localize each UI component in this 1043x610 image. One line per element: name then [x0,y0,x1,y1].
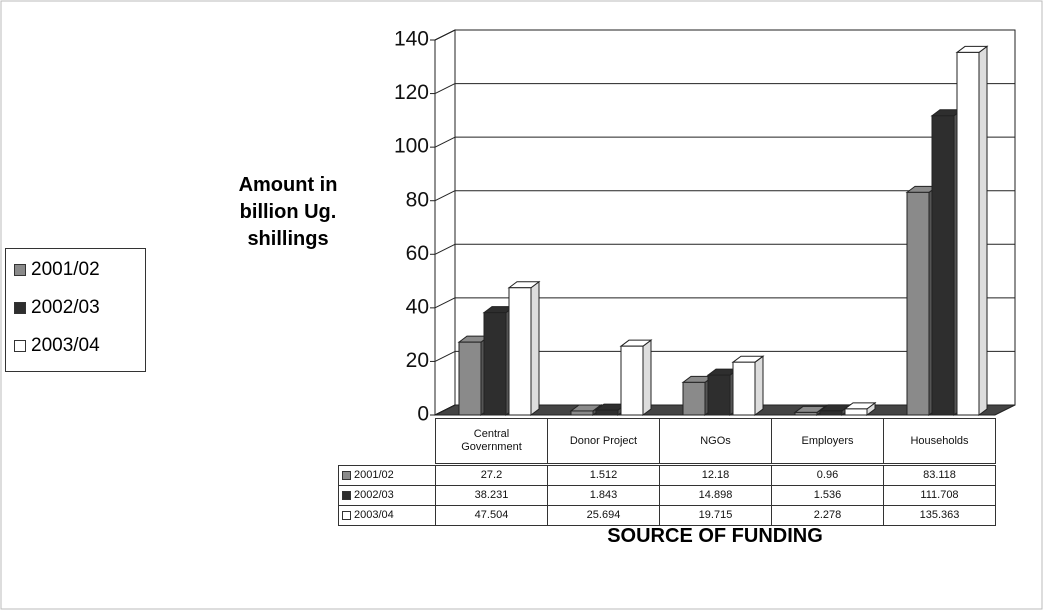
legend-label: 2003/04 [31,335,100,356]
bar-side [642,339,652,416]
y-tick-label: 20 [406,349,429,372]
y-tick-label: 0 [417,403,429,426]
bar [508,287,532,416]
bar [732,361,756,416]
legend-swatch [342,511,351,520]
table-value: 25.694 [547,505,660,526]
table-value: 47.504 [435,505,548,526]
x-tick-label: Central Government [435,418,548,464]
legend-entry: 2002/03 [14,297,100,319]
y-tick-label: 80 [406,188,429,211]
bar [819,410,843,416]
table-value: 2.278 [771,505,884,526]
bar [906,191,930,416]
legend: 2001/02 2002/03 2003/04 [5,248,146,372]
table-value: 14.898 [659,485,772,506]
legend-swatch [342,491,351,500]
y-tick-label: 120 [394,81,429,104]
table-value: 83.118 [883,465,996,486]
bar-side [978,45,988,416]
legend-entry: 2001/02 [14,259,100,281]
bar [794,411,818,416]
bar [707,374,731,416]
legend-swatch [14,340,26,352]
table-value: 1.512 [547,465,660,486]
bar [956,51,980,416]
grid-line [434,136,456,148]
grid-line [434,83,456,95]
bar-side [530,280,540,416]
y-tick-label: 60 [406,242,429,265]
table-value: 27.2 [435,465,548,486]
grid-line [434,190,456,202]
bar [620,345,644,416]
y-tick-label: 140 [394,28,429,51]
y-tick-label: 40 [406,295,429,318]
table-row-label: 2001/02 [338,465,436,486]
y-axis-label: Amount in billion Ug. shillings [238,174,338,250]
bar [931,115,955,416]
legend-entry: 2003/04 [14,335,100,357]
x-axis-label: SOURCE OF FUNDING [607,525,823,547]
legend-swatch [342,471,351,480]
bar [595,409,619,416]
table-value: 111.708 [883,485,996,506]
table-value: 1.536 [771,485,884,506]
grid-line [434,297,456,309]
grid-line [434,350,456,362]
legend-swatch [14,302,26,314]
legend-label: 2001/02 [31,259,100,280]
table-row-label: 2003/04 [338,505,436,526]
table-value: 12.18 [659,465,772,486]
table-value: 0.96 [771,465,884,486]
side-wall [434,29,456,416]
legend-swatch [14,264,26,276]
bar [458,341,482,416]
bar [570,410,594,416]
x-tick-label: Households [883,418,996,464]
legend-label: 2002/03 [31,297,100,318]
x-tick-label: NGOs [659,418,772,464]
bar [483,312,507,416]
x-tick-label: Donor Project [547,418,660,464]
grid-line [434,29,456,41]
table-value: 135.363 [883,505,996,526]
table-value: 38.231 [435,485,548,506]
grid-line [434,404,456,416]
y-tick-label: 100 [394,135,429,158]
bar [844,408,868,416]
table-row-label: 2002/03 [338,485,436,506]
table-series-name: 2002/03 [354,489,394,501]
bar [682,381,706,416]
table-series-name: 2001/02 [354,469,394,481]
table-value: 1.843 [547,485,660,506]
x-tick-label: Employers [771,418,884,464]
table-series-name: 2003/04 [354,509,394,521]
grid-line [434,243,456,255]
table-value: 19.715 [659,505,772,526]
bar-side [754,355,764,416]
